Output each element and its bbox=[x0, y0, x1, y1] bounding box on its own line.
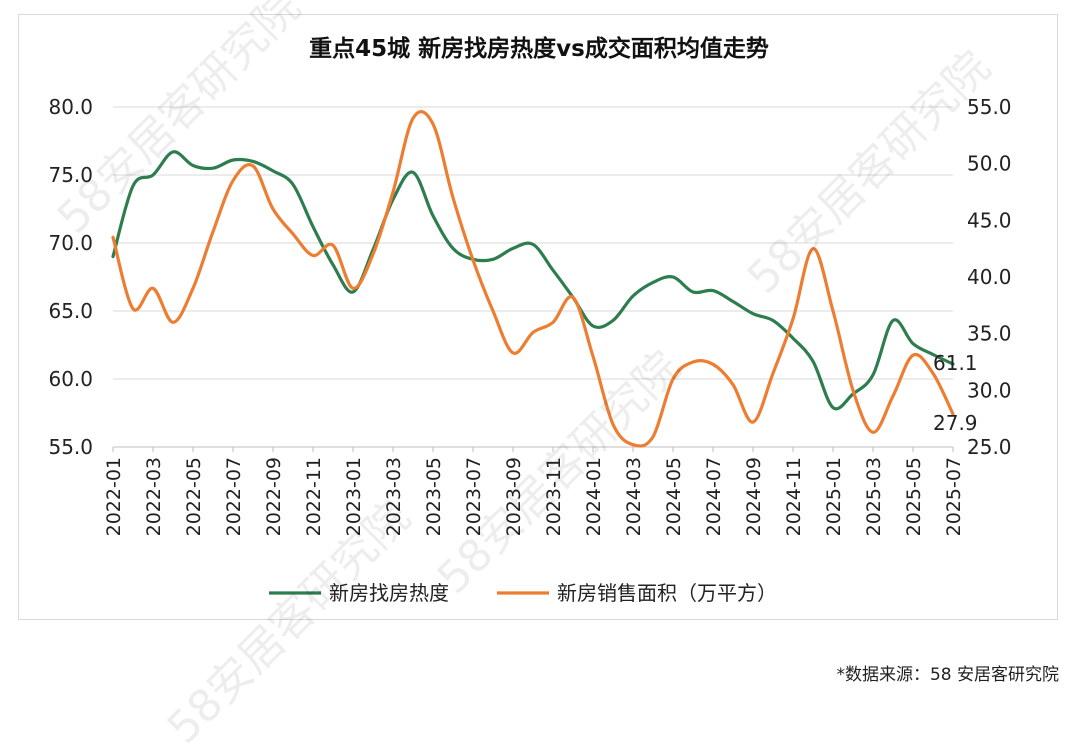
chart-frame: 重点45城 新房找房热度vs成交面积均值走势 55.0 60.0 65.0 70.0 7… bbox=[18, 14, 1058, 620]
x-tick-label: 2022-01 bbox=[103, 457, 125, 536]
y-left-tick-label: 55.0 bbox=[48, 435, 93, 459]
x-tick-label: 2023-05 bbox=[423, 457, 445, 536]
x-tick-label: 2025-07 bbox=[943, 457, 965, 536]
x-tick-label: 2022-11 bbox=[303, 457, 325, 536]
y-left-tick-label: 75.0 bbox=[48, 163, 93, 187]
y-left-tick-label: 70.0 bbox=[48, 231, 93, 255]
x-tick-label: 2024-11 bbox=[783, 457, 805, 536]
source-note: *数据来源：58 安居客研究院 bbox=[836, 665, 1059, 685]
y-right-tick-label: 40.0 bbox=[967, 265, 1012, 289]
legend-label: 新房找房热度 bbox=[329, 581, 449, 605]
x-tick-label: 2024-07 bbox=[703, 457, 725, 536]
x-tick-label: 2025-01 bbox=[823, 457, 845, 536]
x-tick-label: 2024-01 bbox=[583, 457, 605, 536]
series-end-label: 27.9 bbox=[933, 411, 978, 435]
x-tick-label: 2024-05 bbox=[663, 457, 685, 536]
y-right-tick-label: 50.0 bbox=[967, 152, 1012, 176]
x-tick-label: 2025-03 bbox=[863, 457, 885, 536]
y-right-tick-label: 45.0 bbox=[967, 208, 1012, 232]
x-tick-label: 2024-09 bbox=[743, 457, 765, 536]
series-line bbox=[111, 150, 955, 411]
x-tick-label: 2025-05 bbox=[903, 457, 925, 536]
y-right-tick-label: 30.0 bbox=[967, 378, 1012, 402]
x-tick-label: 2023-03 bbox=[383, 457, 405, 536]
x-tick-label: 2023-01 bbox=[343, 457, 365, 536]
x-tick-label: 2023-09 bbox=[503, 457, 525, 536]
y-right-tick-label: 55.0 bbox=[967, 95, 1012, 119]
y-right-tick-label: 25.0 bbox=[967, 435, 1012, 459]
x-tick-label: 2022-09 bbox=[263, 457, 285, 536]
x-tick-label: 2022-05 bbox=[183, 457, 205, 536]
chart: 重点45城 新房找房热度vs成交面积均值走势 55.0 60.0 65.0 70.0 7… bbox=[48, 35, 1012, 605]
y-right-tick-label: 35.0 bbox=[967, 322, 1012, 346]
x-tick-label: 2022-03 bbox=[143, 457, 165, 536]
series-line bbox=[111, 110, 955, 448]
legend-label: 新房销售面积（万平方） bbox=[557, 581, 777, 605]
x-tick-label: 2023-07 bbox=[463, 457, 485, 536]
x-tick-label: 2023-11 bbox=[543, 457, 565, 536]
y-left-tick-label: 80.0 bbox=[48, 95, 93, 119]
x-tick-label: 2024-03 bbox=[623, 457, 645, 536]
series-end-label: 61.1 bbox=[933, 351, 978, 375]
y-left-tick-label: 60.0 bbox=[48, 367, 93, 391]
y-left-tick-label: 65.0 bbox=[48, 299, 93, 323]
x-tick-label: 2022-07 bbox=[223, 457, 245, 536]
chart-title: 重点45城 新房找房热度vs成交面积均值走势 bbox=[309, 35, 769, 62]
